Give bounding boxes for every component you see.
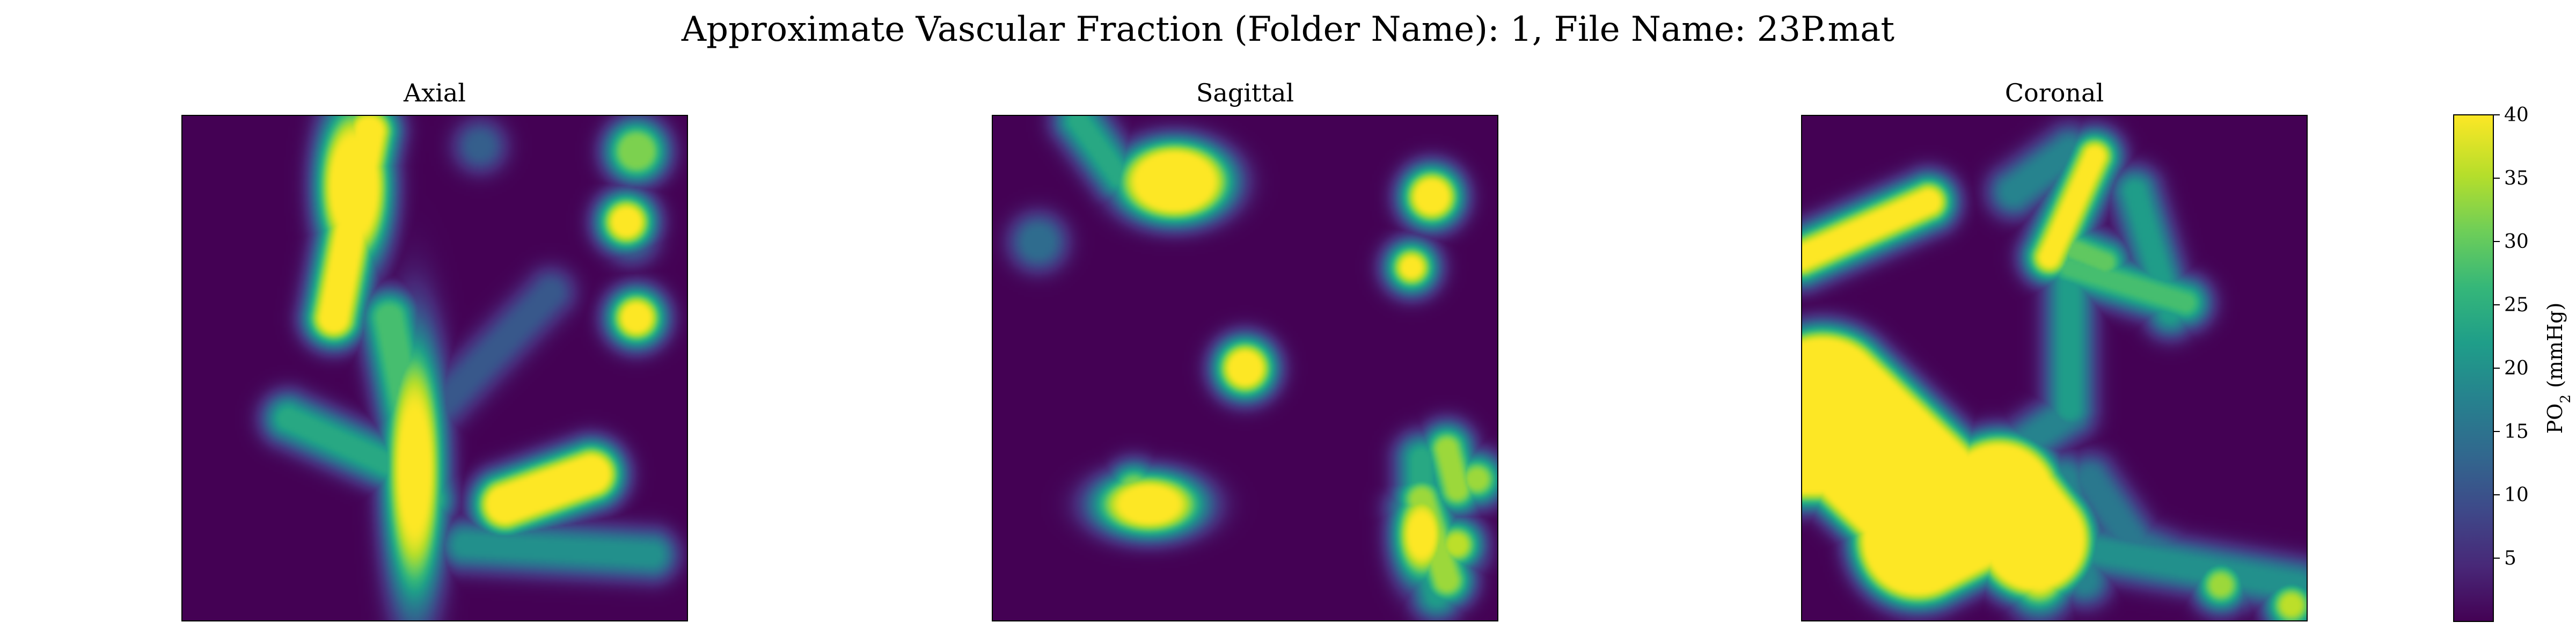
heatmap-coronal [1801, 115, 2308, 621]
colorbar-tick-label: 30 [2504, 231, 2529, 253]
colorbar-tick-label: 25 [2504, 294, 2529, 316]
colorbar-tick-label: 35 [2504, 167, 2529, 189]
colorbar-tick-label: 40 [2504, 104, 2529, 126]
colorbar-gradient [2453, 114, 2494, 622]
panel-title-sagittal: Sagittal [1196, 78, 1294, 107]
panel-title-coronal: Coronal [2004, 78, 2104, 107]
colorbar-tick-label: 15 [2504, 421, 2529, 443]
colorbar-tick-label: 10 [2504, 484, 2529, 506]
heatmap-axial [181, 115, 688, 621]
colorbar-tick-label: 5 [2504, 547, 2516, 569]
colorbar-tick-label: 20 [2504, 357, 2529, 379]
colorbar-label: PO2 (mmHg) [2543, 303, 2574, 434]
heatmap-sagittal [992, 115, 1498, 621]
figure-title: Approximate Vascular Fraction (Folder Na… [681, 10, 1895, 49]
panel-title-axial: Axial [403, 78, 466, 107]
